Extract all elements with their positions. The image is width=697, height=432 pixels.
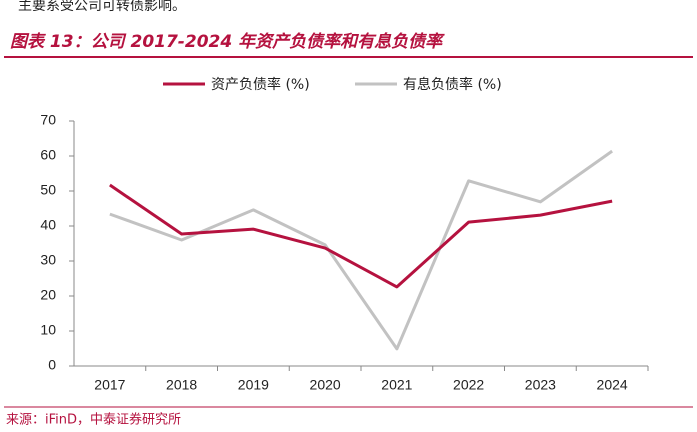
- chart-title: 图表 13：公司 2017-2024 年资产负债率和有息负债率: [10, 32, 445, 52]
- x-tick-label: 2019: [238, 377, 269, 393]
- x-tick-label: 2020: [310, 377, 341, 393]
- y-tick-label: 20: [40, 287, 56, 303]
- series-line: [109, 149, 613, 351]
- y-tick-label: 30: [40, 252, 56, 268]
- y-tick-label: 10: [40, 322, 56, 338]
- x-tick-label: 2024: [597, 377, 628, 393]
- x-tick-label: 2021: [381, 377, 412, 393]
- y-tick-label: 70: [40, 112, 56, 128]
- y-tick-label: 60: [40, 147, 56, 163]
- note: 主要系受公司可转债影响。: [18, 0, 186, 14]
- x-tick-label: 2018: [166, 377, 197, 393]
- legend-label: 有息负债率 (%): [403, 76, 502, 93]
- x-tick-label: 2017: [94, 377, 125, 393]
- source: 来源：iFinD，中泰证券研究所: [6, 412, 181, 428]
- x-tick-label: 2023: [525, 377, 556, 393]
- legend-label: 资产负债率 (%): [211, 76, 310, 93]
- y-tick-label: 50: [40, 182, 56, 198]
- x-tick-label: 2022: [453, 377, 484, 393]
- series-line: [109, 183, 613, 289]
- y-tick-label: 40: [40, 217, 56, 233]
- y-tick-label: 0: [48, 357, 56, 373]
